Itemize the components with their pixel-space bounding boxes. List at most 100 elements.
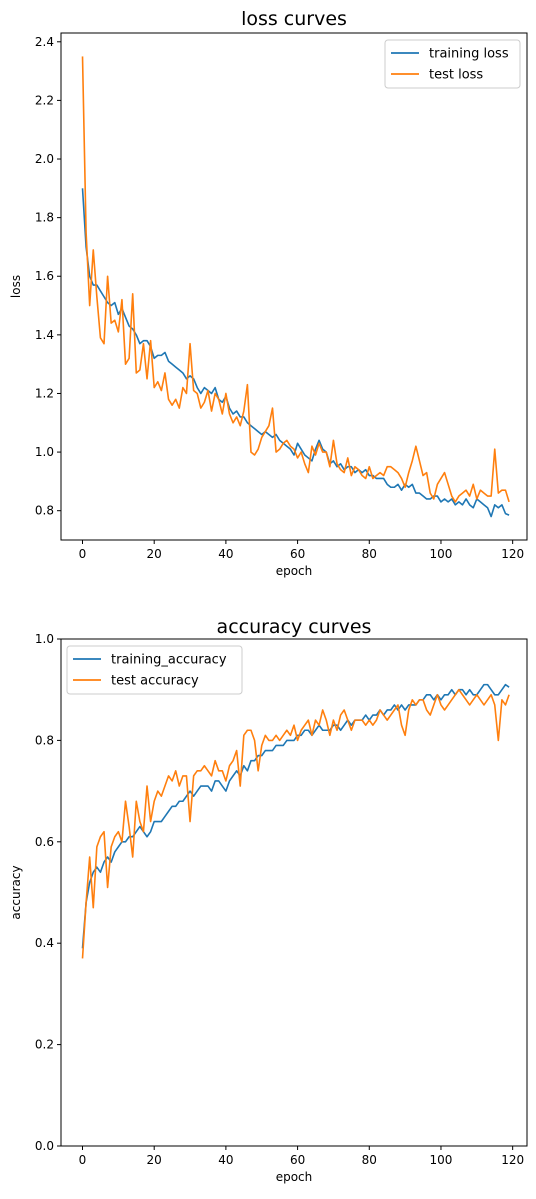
data-point [501, 699, 502, 700]
data-point [197, 393, 198, 394]
y-axis-label: accuracy [9, 865, 23, 919]
data-point [215, 760, 216, 761]
data-point [480, 699, 481, 700]
data-point [268, 425, 269, 426]
data-point [189, 791, 190, 792]
data-point [415, 493, 416, 494]
data-point [154, 801, 155, 802]
data-point [430, 714, 431, 715]
x-axis-label: epoch [276, 564, 313, 578]
data-point [197, 387, 198, 388]
data-point [433, 699, 434, 700]
data-point [254, 454, 255, 455]
data-point [487, 507, 488, 508]
data-point [458, 495, 459, 496]
data-point [315, 720, 316, 721]
data-point [279, 740, 280, 741]
data-point [240, 425, 241, 426]
data-point [139, 343, 140, 344]
data-point [96, 846, 97, 847]
data-point [455, 504, 456, 505]
data-point [240, 416, 241, 417]
data-point [182, 801, 183, 802]
data-point [487, 699, 488, 700]
data-point [405, 487, 406, 488]
data-point [390, 714, 391, 715]
data-point [437, 694, 438, 695]
data-point [286, 740, 287, 741]
data-point [469, 495, 470, 496]
data-point [139, 369, 140, 370]
data-point [161, 821, 162, 822]
data-point [215, 387, 216, 388]
x-tick-label: 100 [430, 547, 453, 561]
y-tick-label: 1.0 [35, 445, 54, 459]
data-point [408, 472, 409, 473]
data-point [129, 358, 130, 359]
data-point [243, 416, 244, 417]
data-point [422, 699, 423, 700]
legend-label-1: test accuracy [111, 674, 199, 689]
series-line-1 [81, 688, 510, 959]
data-point [89, 305, 90, 306]
data-point [215, 780, 216, 781]
data-point [451, 498, 452, 499]
data-point [387, 466, 388, 467]
data-point [297, 443, 298, 444]
data-point [340, 714, 341, 715]
data-point [462, 689, 463, 690]
data-point [501, 689, 502, 690]
data-point [250, 451, 251, 452]
data-point [118, 314, 119, 315]
data-point [93, 872, 94, 873]
data-point [336, 466, 337, 467]
y-tick-label: 0.6 [35, 835, 54, 849]
data-point [369, 720, 370, 721]
data-point [164, 816, 165, 817]
data-point [283, 745, 284, 746]
data-point [247, 384, 248, 385]
data-point [293, 725, 294, 726]
x-tick-label: 20 [147, 547, 162, 561]
data-point [301, 735, 302, 736]
data-point [111, 323, 112, 324]
y-tick-label: 2.0 [35, 152, 54, 166]
legend-box [384, 39, 521, 89]
data-point [397, 704, 398, 705]
data-point [218, 780, 219, 781]
data-point [354, 720, 355, 721]
data-point [426, 472, 427, 473]
data-point [261, 434, 262, 435]
data-point [433, 498, 434, 499]
data-point [379, 709, 380, 710]
data-point [372, 478, 373, 479]
data-point [229, 413, 230, 414]
data-point [369, 466, 370, 467]
data-point [82, 958, 83, 959]
data-point [146, 785, 147, 786]
data-point [200, 408, 201, 409]
data-point [157, 821, 158, 822]
data-point [96, 296, 97, 297]
data-point [358, 469, 359, 470]
x-tick-label: 20 [147, 1153, 162, 1167]
data-point [494, 704, 495, 705]
data-point [211, 791, 212, 792]
data-point [487, 495, 488, 496]
data-point [444, 498, 445, 499]
data-point [340, 463, 341, 464]
data-point [189, 375, 190, 376]
data-point [290, 740, 291, 741]
data-point [168, 399, 169, 400]
series-line-1 [81, 56, 510, 503]
loss-chart: 0 20 40 60 80 100 120 0.8 1.0 1.2 1.4 1.6 1.8 2.0 2.2 2… [9, 8, 528, 578]
data-point [304, 730, 305, 731]
data-point [293, 449, 294, 450]
data-point [473, 699, 474, 700]
data-point [451, 689, 452, 690]
data-point [157, 791, 158, 792]
data-point [318, 440, 319, 441]
y-tick-label: 0.4 [35, 936, 54, 950]
data-point [172, 405, 173, 406]
data-point [100, 290, 101, 291]
